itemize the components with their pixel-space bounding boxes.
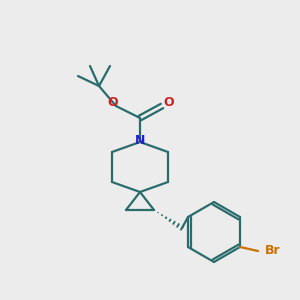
Text: O: O [164,95,174,109]
Text: N: N [135,134,145,148]
Text: O: O [108,95,118,109]
Text: Br: Br [265,244,280,257]
